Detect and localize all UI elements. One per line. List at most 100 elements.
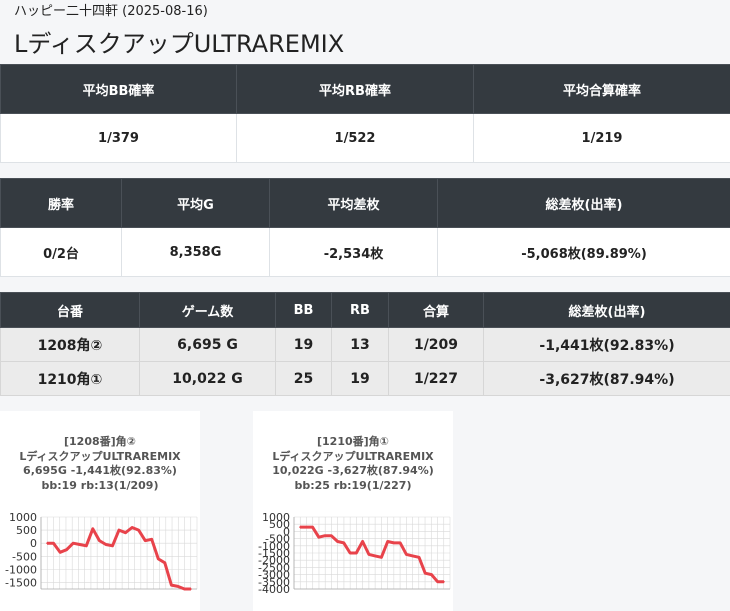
data-point	[399, 542, 401, 544]
combined-cell: 1/227	[388, 361, 484, 396]
game-count-cell: 10,022 G	[139, 361, 276, 396]
data-point	[46, 542, 48, 544]
page-title: LディスクアップULTRAREMIX	[14, 30, 345, 58]
header-rb: RB	[331, 292, 389, 328]
rb-cell: 19	[331, 361, 389, 396]
series-line	[300, 525, 444, 584]
data-point	[183, 588, 186, 590]
data-point	[170, 584, 173, 586]
y-tick-label: -500	[265, 533, 290, 546]
data-point	[436, 581, 439, 583]
data-point	[124, 531, 127, 534]
avg-combined-rate-value: 1/219	[473, 113, 730, 163]
data-point	[424, 572, 427, 574]
data-point	[144, 539, 146, 542]
data-point	[65, 548, 68, 551]
summary-rates-table: 平均BB確率 平均RB確率 平均合算確率 1/379 1/522 1/219	[0, 64, 730, 163]
data-point	[164, 562, 166, 564]
data-point	[150, 538, 153, 541]
data-point	[355, 552, 358, 554]
data-point	[118, 529, 120, 531]
chart-title-line: bb:25 rb:19(1/227)	[294, 478, 412, 492]
combined-cell: 1/209	[388, 327, 484, 362]
data-point	[324, 534, 326, 537]
chart-title-line: [1210番]角①	[317, 435, 389, 448]
y-tick-label: -1000	[5, 563, 37, 576]
bb-cell: 25	[275, 361, 332, 396]
data-point	[299, 526, 301, 528]
y-tick-label: -4000	[258, 583, 290, 596]
chart-title-line: LディスクアップULTRAREMIX	[272, 449, 434, 463]
avg-games-value: 8,358G	[121, 227, 270, 277]
chart-grid	[40, 516, 198, 589]
data-point	[430, 573, 433, 576]
data-point	[311, 526, 314, 528]
total-diff-cell: -1,441枚(92.83%)	[483, 327, 730, 362]
chart-grid	[293, 516, 451, 590]
data-point	[85, 545, 88, 547]
chart-title-line: bb:19 rb:13(1/209)	[41, 478, 159, 492]
data-point	[137, 529, 140, 531]
data-point	[386, 540, 389, 543]
data-point	[111, 545, 114, 547]
machine-number-cell[interactable]: 1210角①	[0, 361, 140, 396]
chart-title-line: LディスクアップULTRAREMIX	[19, 449, 181, 463]
data-point	[177, 585, 179, 588]
header-win-rate: 勝率	[0, 178, 122, 228]
data-point	[380, 556, 383, 559]
header-avg-diff: 平均差枚	[269, 178, 438, 228]
data-point	[443, 581, 445, 583]
data-point	[305, 526, 308, 528]
chart-title-line: 6,695G -1,441枚(92.83%)	[23, 464, 177, 477]
header-bb: BB	[275, 292, 332, 328]
y-tick-label: 1000	[9, 511, 37, 524]
data-point	[317, 536, 320, 538]
header-total-diff: 総差枚(出率)	[437, 178, 730, 228]
header-avg-games: 平均G	[121, 178, 270, 228]
y-tick-label: -3500	[258, 576, 290, 589]
chart-title: [1210番]角① LディスクアップULTRAREMIX 10,022G -3,…	[253, 435, 453, 493]
avg-diff-value: -2,534枚	[269, 227, 438, 277]
machines-table: 台番 ゲーム数 BB RB 合算 総差枚(出率) 1208角② 6,695 G …	[0, 292, 730, 396]
data-point	[92, 527, 94, 530]
y-tick-label: -3000	[258, 569, 290, 582]
data-point	[78, 543, 81, 546]
header-avg-rb-rate: 平均RB確率	[236, 64, 474, 114]
table-row[interactable]: 1210角① 10,022 G 25 19 1/227 -3,627枚(87.9…	[0, 361, 730, 396]
y-tick-label: 500	[269, 518, 290, 531]
total-diff-value: -5,068枚(89.89%)	[437, 227, 730, 277]
y-tick-label: -1500	[5, 576, 37, 589]
chart-card-1210: [1210番]角① LディスクアップULTRAREMIX 10,022G -3,…	[253, 411, 453, 611]
data-point	[330, 534, 333, 537]
data-point	[418, 556, 420, 559]
y-tick-label: -1000	[258, 540, 290, 553]
chart-card-1208: [1208番]角② LディスクアップULTRAREMIX 6,695G -1,4…	[0, 411, 200, 611]
game-count-cell: 6,695 G	[139, 327, 276, 362]
header-combined: 合算	[388, 292, 484, 328]
data-point	[52, 542, 55, 544]
data-point	[190, 588, 192, 590]
header-game-count: ゲーム数	[139, 292, 276, 328]
total-diff-cell: -3,627枚(87.94%)	[483, 361, 730, 396]
y-tick-label: 1000	[262, 511, 290, 524]
data-point	[361, 540, 364, 543]
data-point	[405, 553, 408, 556]
header-avg-bb-rate: 平均BB確率	[0, 64, 237, 114]
chart-title: [1208番]角② LディスクアップULTRAREMIX 6,695G -1,4…	[0, 435, 200, 493]
y-tick-label: 0	[30, 537, 37, 550]
table-row[interactable]: 1208角② 6,695 G 19 13 1/209 -1,441枚(92.83…	[0, 327, 730, 362]
chart-title-line: [1208番]角②	[64, 435, 136, 448]
bb-cell: 19	[275, 327, 332, 362]
header-avg-combined-rate: 平均合算確率	[473, 64, 730, 114]
data-point	[343, 542, 345, 544]
page-subtitle: ハッピー二十四軒 (2025-08-16)	[14, 4, 208, 19]
line-chart-1210: 10005000-500-1000-1500-2000-2500-3000-35…	[258, 511, 451, 596]
data-point	[349, 552, 351, 554]
y-tick-label: -2500	[258, 561, 290, 574]
y-tick-label: 0	[283, 525, 290, 538]
machine-number-cell[interactable]: 1208角②	[0, 327, 140, 362]
rb-cell: 13	[331, 327, 389, 362]
header-machine-total-diff: 総差枚(出率)	[483, 292, 730, 328]
data-point	[411, 555, 414, 557]
